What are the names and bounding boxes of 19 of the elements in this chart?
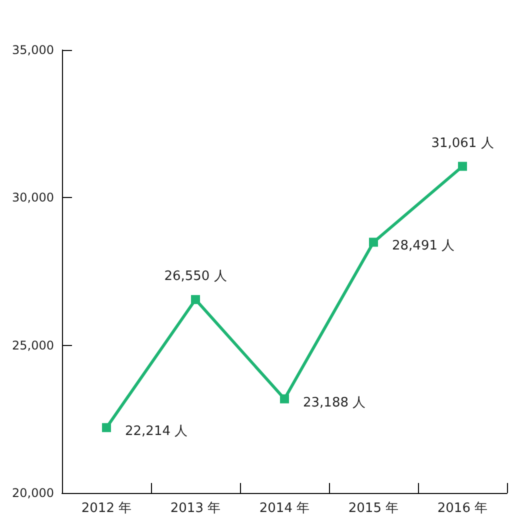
x-tick-label: 2012 年 [81, 501, 132, 516]
point [191, 295, 200, 304]
data-label: 28,491 人 [392, 238, 455, 254]
x-tick-label: 2014 年 [259, 501, 310, 516]
data-label: 22,214 人 [125, 424, 188, 440]
y-tick-label: 25,000 [12, 338, 54, 352]
data-label: 26,550 人 [164, 269, 227, 284]
x-tick-label: 2016 年 [437, 501, 488, 516]
y-tick-label: 35,000 [12, 43, 54, 57]
y-tick-label: 30,000 [12, 190, 54, 205]
y-tick-label: 20,000 [12, 486, 54, 500]
data-label: 31,061 人 [431, 136, 494, 151]
point [280, 394, 289, 404]
data-label: 23,188 人 [303, 395, 366, 410]
point [102, 423, 111, 432]
point [458, 162, 467, 171]
point [369, 238, 378, 247]
x-tick-label: 2015 年 [348, 501, 399, 516]
x-tick-label: 2013 年 [170, 501, 221, 516]
